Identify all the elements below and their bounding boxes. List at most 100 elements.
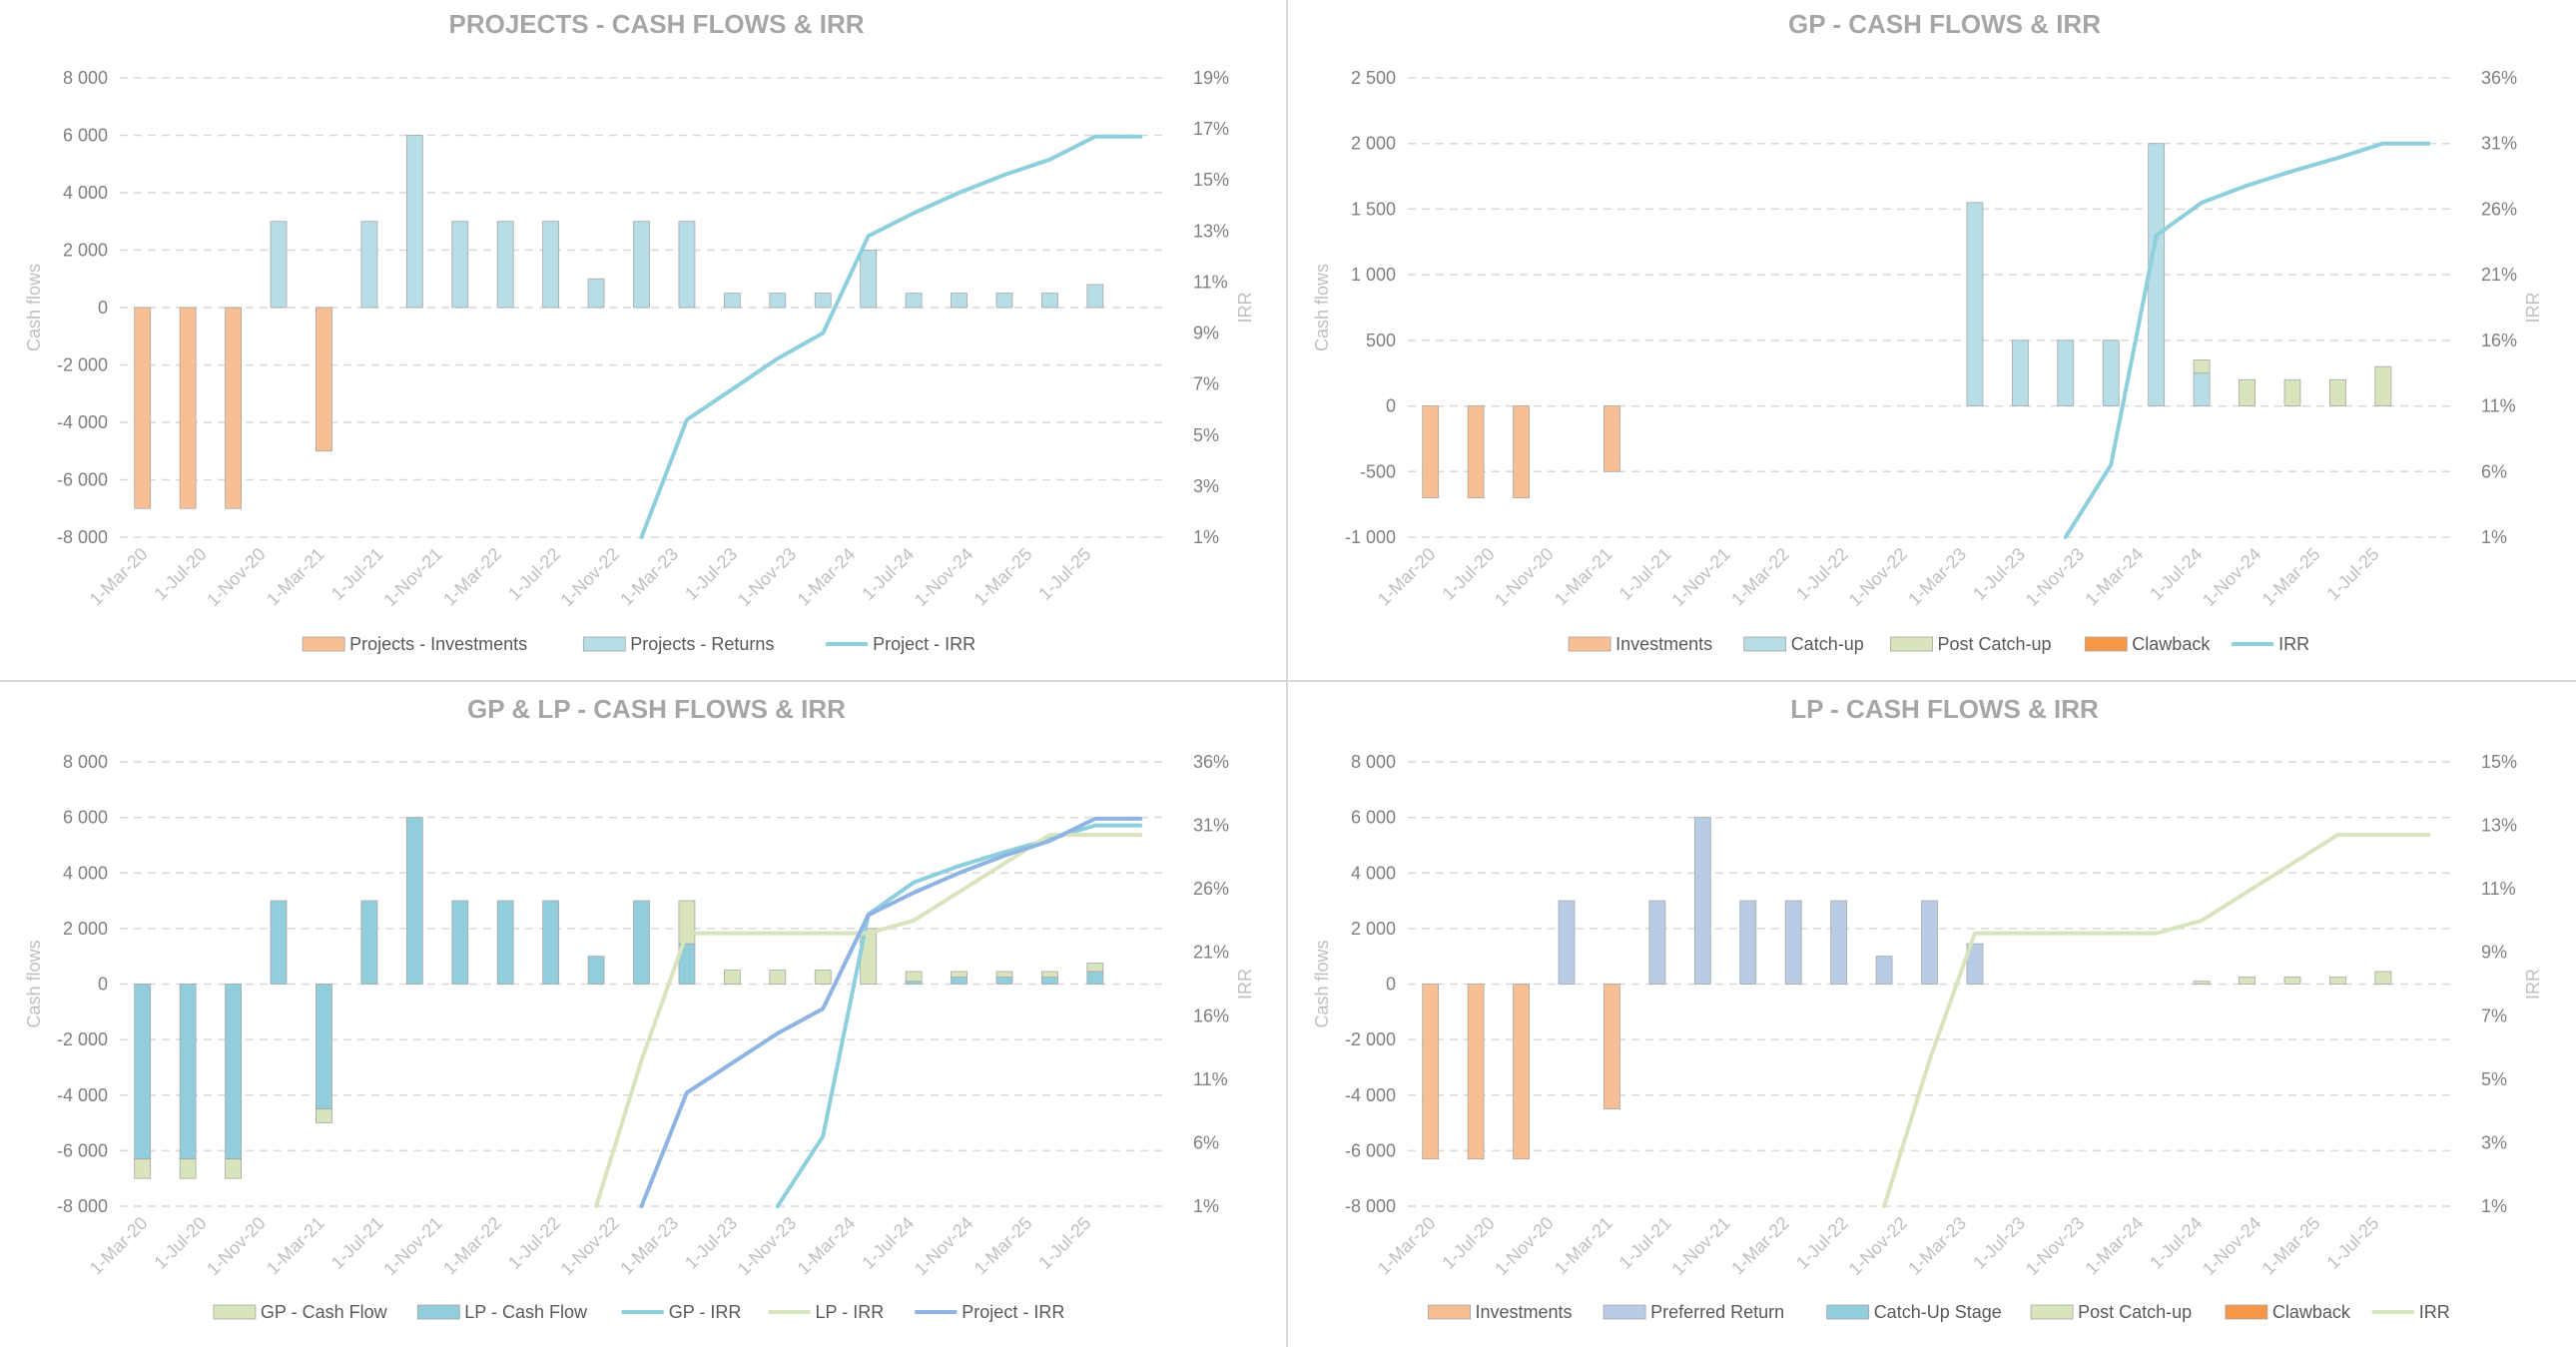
x-tick-label: 1-Mar-24 bbox=[2082, 544, 2148, 610]
y-tick-label: 1 500 bbox=[1351, 199, 1396, 219]
bar-projects-investments bbox=[316, 307, 332, 452]
bar-post-catch-up bbox=[2283, 378, 2301, 406]
y2-tick-label: 7% bbox=[1193, 374, 1219, 394]
gp-lp-chart: GP & LP - CASH FLOWS & IRR -8 000 -6 000 -4… bbox=[24, 694, 1255, 1322]
y2-tick-label: 26% bbox=[2481, 199, 2517, 219]
bar-projects-returns bbox=[542, 221, 560, 309]
x-tick-label: 1-Jul-25 bbox=[1034, 1213, 1094, 1273]
bar-projects-returns bbox=[951, 293, 967, 309]
bar-projects-returns bbox=[1086, 284, 1104, 309]
bar-preferred-return bbox=[1739, 900, 1757, 985]
legend-item-projects-returns: Projects - Returns bbox=[582, 634, 774, 654]
bar-lp-cash-flow bbox=[1041, 977, 1058, 985]
x-tick-label: 1-Jul-25 bbox=[2322, 544, 2382, 604]
legend-item-gp-irr: GP - IRR bbox=[621, 1302, 741, 1322]
legend: GP - Cash Flow LP - Cash Flow GP - IRR LP -… bbox=[213, 1302, 1064, 1322]
bar-post-catch-up bbox=[2283, 977, 2301, 985]
bar-lp-cash-flow bbox=[179, 984, 197, 1160]
y-tick-label: -4 000 bbox=[57, 1085, 108, 1105]
bar-gp-cash-flow bbox=[769, 970, 787, 985]
legend-swatch-lp-cash-flow bbox=[416, 1304, 460, 1320]
legend-label-post-catch-up: Post Catch-up bbox=[1938, 634, 2052, 654]
x-tick-label: 1-Mar-22 bbox=[1727, 1213, 1793, 1279]
bar-lp-cash-flow bbox=[225, 984, 242, 1160]
vertical-divider bbox=[1286, 0, 1288, 1347]
bar-investments bbox=[1513, 405, 1530, 498]
y2-tick-label: 1% bbox=[2481, 527, 2507, 547]
y2-tick-label: 16% bbox=[1193, 1006, 1229, 1025]
bar-catch-up bbox=[2102, 339, 2120, 406]
bar-lp-cash-flow bbox=[587, 956, 605, 985]
lp-chart-panel: LP - CASH FLOWS & IRR -8 000 -6 000 -4 000 -… bbox=[1288, 682, 2576, 1347]
legend-label-lp-cash-flow: LP - Cash Flow bbox=[464, 1302, 588, 1322]
legend-item-preferred-return: Preferred Return bbox=[1603, 1302, 1784, 1322]
bar-preferred-return bbox=[1693, 817, 1711, 985]
legend-label-clawback: Clawback bbox=[2132, 634, 2211, 654]
legend-label-catch-up: Catch-up bbox=[1791, 634, 1864, 654]
x-tick-label: 1-Nov-24 bbox=[911, 1213, 976, 1279]
bar-preferred-return bbox=[1558, 900, 1576, 985]
y-tick-label: 1 000 bbox=[1351, 265, 1396, 285]
y2-tick-label: 15% bbox=[1193, 170, 1229, 190]
y-tick-label: 6 000 bbox=[1351, 808, 1396, 828]
bar-projects-returns bbox=[678, 221, 696, 309]
x-tick-label: 1-Nov-22 bbox=[557, 544, 623, 610]
y-tick-label: -6 000 bbox=[57, 470, 108, 490]
line-irr bbox=[2063, 141, 2431, 539]
y-tick-label: 2 000 bbox=[63, 919, 108, 939]
y-tick-label: -2 000 bbox=[57, 1029, 108, 1049]
line-lp-irr bbox=[594, 833, 1143, 1208]
bar-projects-returns bbox=[1041, 293, 1058, 309]
y-tick-label: 0 bbox=[98, 975, 108, 995]
bar-post-catch-up bbox=[2374, 365, 2392, 406]
y2-tick-label: 11% bbox=[1193, 1069, 1228, 1089]
legend-item-irr: IRR bbox=[2232, 634, 2309, 654]
legend-label-irr: IRR bbox=[2419, 1302, 2450, 1322]
bar-post-catch-up bbox=[2193, 359, 2211, 374]
legend-label-post-catch-up: Post Catch-up bbox=[2078, 1302, 2192, 1322]
y2-tick-label: 9% bbox=[1193, 324, 1219, 343]
y2-tick-label: 11% bbox=[2481, 396, 2516, 416]
y2-tick-label: 3% bbox=[1193, 476, 1219, 496]
y2-tick-label: 13% bbox=[1193, 221, 1229, 241]
x-tick-label: 1-Mar-25 bbox=[970, 544, 1036, 610]
bar-lp-cash-flow bbox=[134, 984, 152, 1160]
x-tick-label: 1-Nov-23 bbox=[2022, 544, 2088, 610]
x-tick-label: 1-Nov-24 bbox=[2199, 1213, 2264, 1279]
y2-tick-label: 6% bbox=[2481, 461, 2507, 481]
x-tick-label: 1-Jul-20 bbox=[150, 544, 210, 604]
legend-swatch-gp-cash-flow bbox=[213, 1304, 257, 1320]
bar-projects-returns bbox=[587, 278, 605, 309]
bar-catch-up bbox=[2011, 339, 2029, 406]
legend-swatch-investments bbox=[1568, 636, 1611, 652]
bar-gp-cash-flow bbox=[316, 1108, 332, 1123]
x-tick-label: 1-Nov-22 bbox=[1845, 1213, 1911, 1279]
x-tick-label: 1-Nov-23 bbox=[734, 1213, 800, 1279]
x-tick-label: 1-Jul-25 bbox=[2322, 1213, 2382, 1273]
y-tick-label: 2 000 bbox=[1351, 134, 1396, 154]
legend-swatch-post-catch-up bbox=[2030, 1304, 2074, 1320]
x-tick-label: 1-Nov-24 bbox=[2199, 544, 2264, 610]
legend-item-projects-investments: Projects - Investments bbox=[302, 634, 527, 654]
bar-gp-cash-flow bbox=[995, 971, 1013, 978]
y-tick-label: -8 000 bbox=[57, 1196, 108, 1216]
bar-lp-cash-flow bbox=[1086, 971, 1104, 985]
bar-post-catch-up bbox=[2374, 971, 2392, 985]
legend-item-lp-cash-flow: LP - Cash Flow bbox=[416, 1302, 588, 1322]
x-tick-label: 1-Jul-21 bbox=[1615, 544, 1675, 604]
y2-tick-label: 19% bbox=[1193, 68, 1229, 88]
y2-axis-label: IRR bbox=[1235, 293, 1255, 324]
x-tick-label: 1-Nov-23 bbox=[2022, 1213, 2088, 1279]
x-tick-label: 1-Mar-20 bbox=[86, 544, 152, 610]
legend-item-project-irr: Project - IRR bbox=[826, 634, 975, 654]
x-tick-label: 1-Mar-23 bbox=[616, 1213, 682, 1279]
x-tick-label: 1-Nov-22 bbox=[557, 1213, 623, 1279]
legend-swatch-post-catch-up bbox=[1890, 636, 1933, 652]
y-tick-label: 6 000 bbox=[63, 808, 108, 828]
bar-lp-cash-flow bbox=[995, 977, 1013, 985]
x-tick-label: 1-Jul-23 bbox=[681, 1213, 741, 1273]
legend-item-clawback: Clawback bbox=[2084, 634, 2211, 654]
bar-investments bbox=[1604, 984, 1620, 1110]
projects-chart: PROJECTS - CASH FLOWS & IRR -8 000 -6 000 -… bbox=[24, 9, 1255, 654]
x-tick-label: 1-Nov-22 bbox=[1845, 544, 1911, 610]
